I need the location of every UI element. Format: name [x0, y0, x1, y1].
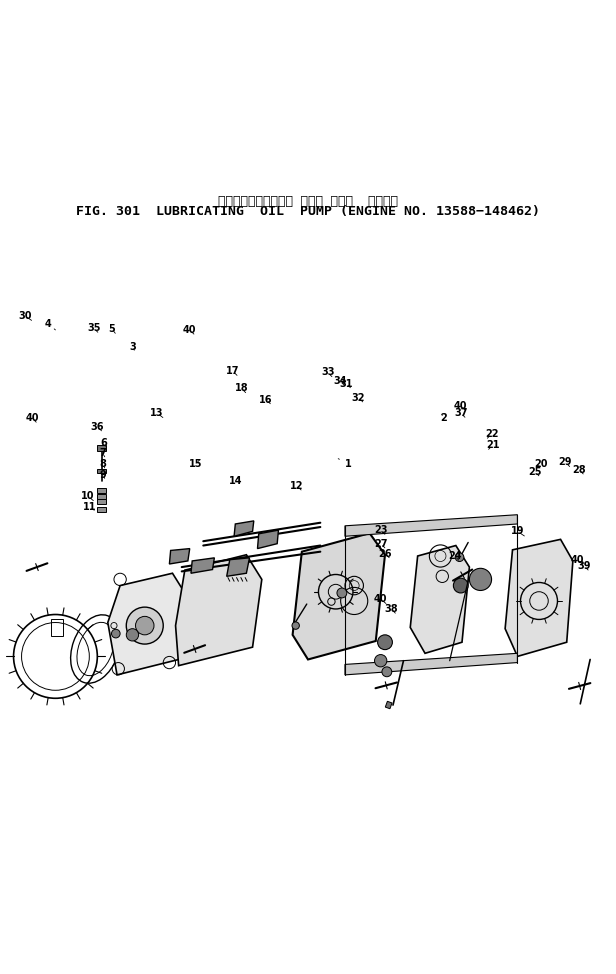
Text: 40: 40	[571, 554, 585, 565]
Polygon shape	[176, 555, 262, 665]
Text: 35: 35	[87, 323, 100, 333]
Circle shape	[375, 655, 387, 667]
Polygon shape	[505, 540, 573, 656]
Circle shape	[292, 622, 299, 629]
Text: 40: 40	[183, 325, 197, 335]
Text: 16: 16	[259, 394, 273, 404]
Text: 33: 33	[321, 367, 334, 377]
Circle shape	[126, 607, 163, 644]
Text: 25: 25	[528, 467, 541, 476]
Bar	[97, 488, 106, 493]
Circle shape	[469, 568, 492, 590]
Text: 9: 9	[100, 469, 106, 479]
Text: 30: 30	[18, 311, 31, 320]
Text: 20: 20	[534, 459, 548, 468]
Text: 7: 7	[100, 448, 106, 458]
Circle shape	[111, 629, 120, 638]
Text: 38: 38	[384, 604, 398, 614]
Text: 8: 8	[99, 459, 107, 469]
Circle shape	[382, 667, 392, 677]
Text: 24: 24	[448, 551, 461, 561]
Polygon shape	[410, 545, 469, 654]
Text: 34: 34	[333, 376, 347, 386]
Text: 11: 11	[83, 503, 96, 512]
Text: 2: 2	[440, 413, 447, 423]
Text: 12: 12	[290, 481, 304, 491]
Text: 37: 37	[454, 408, 468, 418]
Text: 5: 5	[109, 324, 115, 334]
Text: 23: 23	[374, 525, 387, 535]
Text: 4: 4	[45, 318, 55, 330]
Circle shape	[337, 588, 347, 598]
Text: 15: 15	[189, 459, 203, 468]
Text: 1: 1	[338, 459, 351, 468]
Polygon shape	[191, 558, 214, 574]
Polygon shape	[227, 558, 249, 577]
Bar	[385, 701, 392, 709]
Text: 14: 14	[229, 476, 242, 486]
Text: 32: 32	[352, 393, 365, 402]
Text: 40: 40	[374, 594, 387, 604]
Bar	[97, 495, 106, 500]
Circle shape	[136, 617, 154, 635]
Polygon shape	[234, 521, 254, 537]
Text: 10: 10	[81, 491, 95, 502]
Text: 31: 31	[339, 379, 353, 389]
Text: ルーブリケーティング オイル ポンプ  適用号機: ルーブリケーティング オイル ポンプ 適用号機	[218, 196, 398, 208]
Text: 39: 39	[577, 561, 591, 571]
Text: 40: 40	[25, 413, 39, 423]
Polygon shape	[345, 654, 517, 675]
Circle shape	[378, 635, 392, 650]
Text: 28: 28	[572, 465, 586, 474]
Circle shape	[126, 628, 139, 641]
Text: 3: 3	[129, 342, 136, 352]
Bar	[97, 500, 106, 505]
Text: 18: 18	[235, 384, 248, 393]
Bar	[51, 618, 63, 636]
Text: 6: 6	[100, 437, 107, 448]
Polygon shape	[108, 574, 188, 675]
Text: 36: 36	[91, 422, 104, 431]
Polygon shape	[345, 514, 517, 537]
Text: 40: 40	[454, 400, 468, 411]
Polygon shape	[293, 533, 385, 659]
Text: 21: 21	[486, 440, 500, 450]
Text: 13: 13	[150, 408, 164, 418]
Text: 29: 29	[559, 458, 572, 468]
Text: FIG. 301  LUBRICATING  OIL  PUMP (ENGINE NO. 13588−148462): FIG. 301 LUBRICATING OIL PUMP (ENGINE NO…	[76, 205, 540, 217]
Circle shape	[453, 579, 468, 593]
Polygon shape	[169, 548, 190, 564]
Polygon shape	[257, 530, 278, 548]
Text: 17: 17	[226, 366, 240, 376]
Text: 22: 22	[485, 429, 498, 439]
Text: 19: 19	[511, 526, 524, 537]
Text: 26: 26	[378, 548, 392, 558]
Bar	[97, 506, 106, 511]
Circle shape	[455, 553, 464, 562]
Bar	[97, 445, 106, 451]
Text: 27: 27	[374, 539, 387, 548]
Bar	[97, 468, 106, 473]
